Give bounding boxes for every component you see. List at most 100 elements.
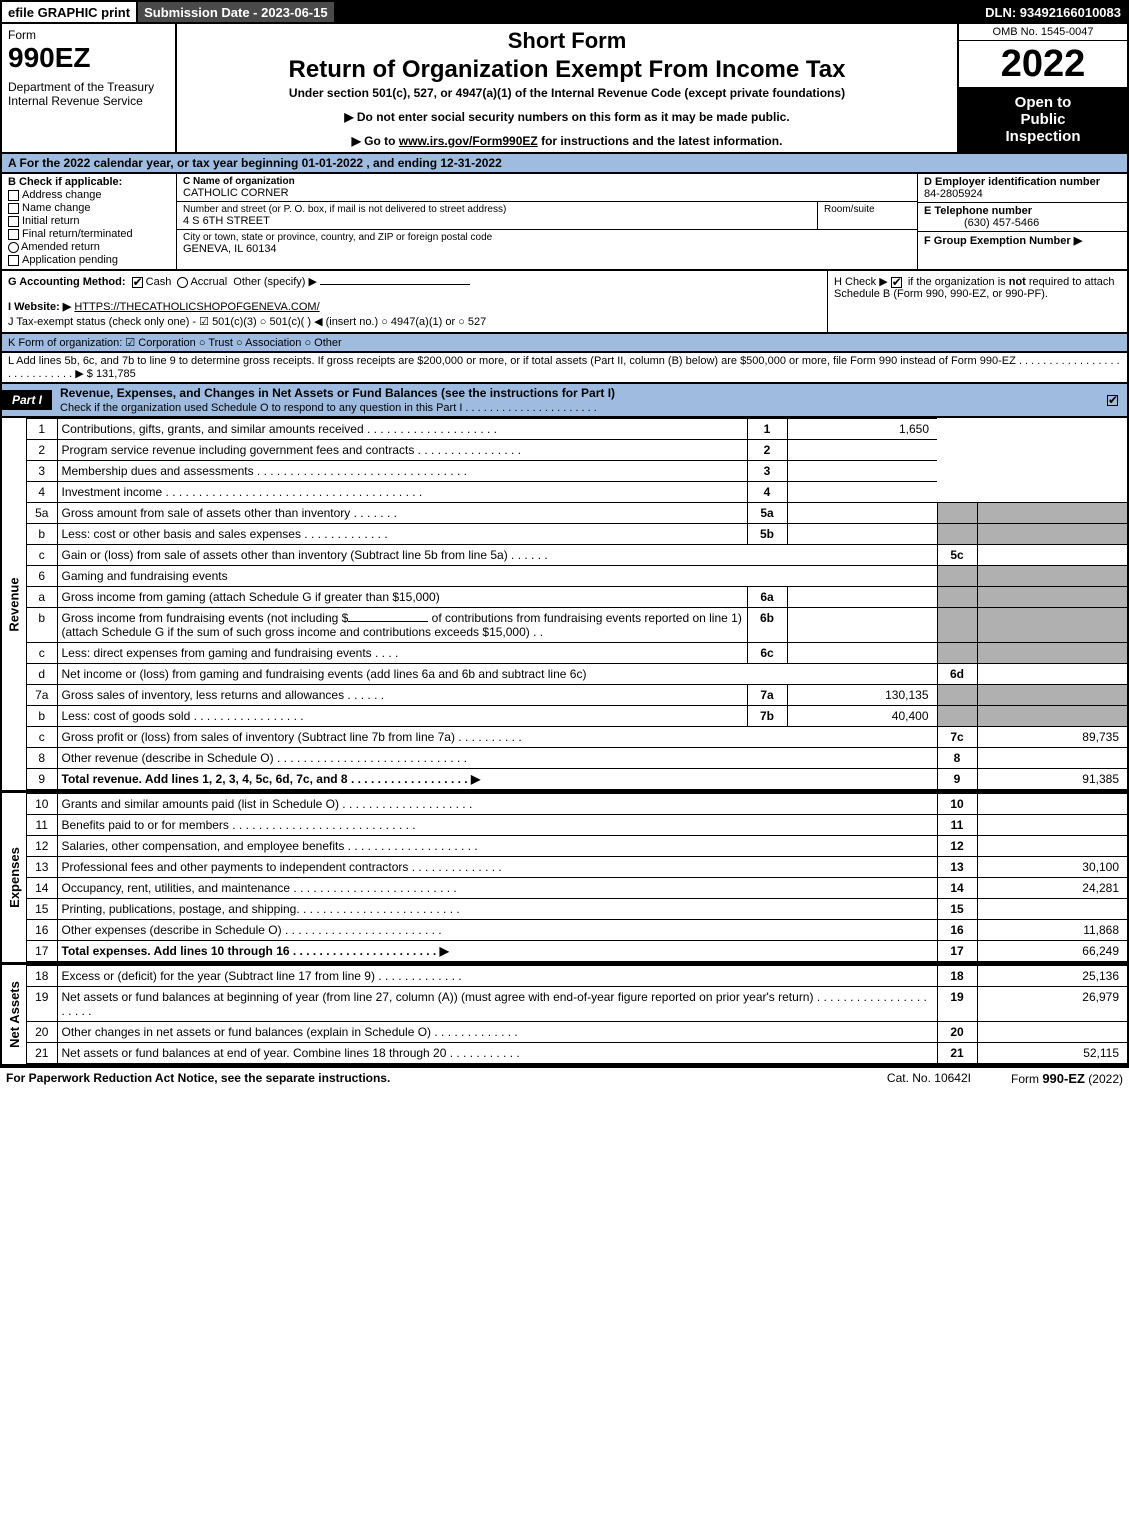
form-title-block: Short Form Return of Organization Exempt… <box>177 24 957 152</box>
website-url[interactable]: HTTPS://THECATHOLICSHOPOFGENEVA.COM/ <box>74 301 319 313</box>
h-text1: H Check ▶ <box>834 276 888 288</box>
irs-link[interactable]: www.irs.gov/Form990EZ <box>399 134 538 148</box>
chk-name-change[interactable]: Name change <box>8 202 170 214</box>
line-3: 3Membership dues and assessments . . . .… <box>27 461 1127 482</box>
line-6d: dNet income or (loss) from gaming and fu… <box>27 664 1127 685</box>
form-label: Form <box>8 28 169 42</box>
street-address: 4 S 6TH STREET <box>183 215 811 227</box>
h-text2: if the organization is <box>908 276 1009 288</box>
line-18: 18Excess or (deficit) for the year (Subt… <box>27 966 1127 987</box>
chk-application-pending-label: Application pending <box>22 254 118 266</box>
open-line2: Public <box>963 111 1123 128</box>
tel-label: E Telephone number <box>924 205 1032 217</box>
line-6b: bGross income from fundraising events (n… <box>27 608 1127 643</box>
line-1: 1Contributions, gifts, grants, and simil… <box>27 419 1127 440</box>
line-8: 8Other revenue (describe in Schedule O) … <box>27 748 1127 769</box>
form-id-block: Form 990EZ Department of the Treasury In… <box>2 24 177 152</box>
dept-treasury: Department of the Treasury <box>8 80 169 94</box>
chk-amended-return[interactable]: Amended return <box>8 241 170 253</box>
line-5b: bLess: cost or other basis and sales exp… <box>27 524 1127 545</box>
chk-final-return-label: Final return/terminated <box>22 228 133 240</box>
line-12: 12Salaries, other compensation, and empl… <box>27 836 1127 857</box>
efile-label[interactable]: efile GRAPHIC print <box>2 2 136 22</box>
city-label: City or town, state or province, country… <box>183 232 911 243</box>
line-6c: cLess: direct expenses from gaming and f… <box>27 643 1127 664</box>
side-revenue: Revenue <box>2 418 27 790</box>
expenses-lines-table: 10Grants and similar amounts paid (list … <box>27 793 1127 962</box>
street-label: Number and street (or P. O. box, if mail… <box>183 204 811 215</box>
col-c-address: C Name of organization CATHOLIC CORNER N… <box>177 174 917 269</box>
short-form-label: Short Form <box>185 28 949 54</box>
ssn-warning: ▶ Do not enter social security numbers o… <box>185 110 949 124</box>
page-footer: For Paperwork Reduction Act Notice, see … <box>0 1066 1129 1089</box>
chk-cash[interactable] <box>132 277 143 288</box>
line-4: 4Investment income . . . . . . . . . . .… <box>27 482 1127 503</box>
instr-post: for instructions and the latest informat… <box>538 134 783 148</box>
instructions-link-line: ▶ Go to www.irs.gov/Form990EZ for instru… <box>185 134 949 148</box>
chk-address-change[interactable]: Address change <box>8 189 170 201</box>
omb-number: OMB No. 1545-0047 <box>959 24 1127 41</box>
row-j-tax-exempt: J Tax-exempt status (check only one) - ☑… <box>8 315 821 328</box>
inspection-badge: Open to Public Inspection <box>959 88 1127 152</box>
schedule-b-check: H Check ▶ if the organization is not req… <box>827 271 1127 332</box>
net-assets-lines-table: 18Excess or (deficit) for the year (Subt… <box>27 965 1127 1064</box>
row-l-amount: 131,785 <box>96 368 136 380</box>
row-a-tax-year: A For the 2022 calendar year, or tax yea… <box>0 154 1129 174</box>
paperwork-notice: For Paperwork Reduction Act Notice, see … <box>6 1071 847 1086</box>
chk-schedule-o[interactable] <box>1107 395 1118 406</box>
org-name: CATHOLIC CORNER <box>183 187 911 199</box>
side-net-assets: Net Assets <box>2 965 27 1064</box>
g-label: G Accounting Method: <box>8 276 126 288</box>
row-k-form-of-org: K Form of organization: ☑ Corporation ○ … <box>0 334 1129 353</box>
form-subtitle: Under section 501(c), 527, or 4947(a)(1)… <box>185 86 949 100</box>
chk-schedule-b[interactable] <box>891 277 902 288</box>
instr-pre: ▶ Go to <box>352 134 399 148</box>
chk-cash-label: Cash <box>146 276 172 288</box>
line-9: 9Total revenue. Add lines 1, 2, 3, 4, 5c… <box>27 769 1127 790</box>
part-1-header: Part I Revenue, Expenses, and Changes in… <box>0 384 1129 418</box>
website-label: I Website: ▶ <box>8 301 71 313</box>
line-10: 10Grants and similar amounts paid (list … <box>27 794 1127 815</box>
form-number-footer: Form 990-EZ (2022) <box>1011 1071 1123 1086</box>
chk-name-change-label: Name change <box>22 202 91 214</box>
city-state-zip: GENEVA, IL 60134 <box>183 243 911 255</box>
catalog-number: Cat. No. 10642I <box>887 1071 971 1086</box>
line-14: 14Occupancy, rent, utilities, and mainte… <box>27 878 1127 899</box>
form-number: 990EZ <box>8 44 169 72</box>
room-label: Room/suite <box>824 204 911 215</box>
col-b-checkboxes: B Check if applicable: Address change Na… <box>2 174 177 269</box>
ein-label: D Employer identification number <box>924 176 1100 188</box>
other-specify-label: Other (specify) ▶ <box>233 276 317 288</box>
line-15: 15Printing, publications, postage, and s… <box>27 899 1127 920</box>
form-header: Form 990EZ Department of the Treasury In… <box>0 24 1129 154</box>
expenses-section: Expenses 10Grants and similar amounts pa… <box>0 793 1129 962</box>
line-5c: cGain or (loss) from sale of assets othe… <box>27 545 1127 566</box>
tax-year: 2022 <box>959 41 1127 88</box>
line-19: 19Net assets or fund balances at beginni… <box>27 987 1127 1022</box>
line-21: 21Net assets or fund balances at end of … <box>27 1043 1127 1064</box>
chk-initial-return[interactable]: Initial return <box>8 215 170 227</box>
submission-date: Submission Date - 2023-06-15 <box>136 2 336 22</box>
line-7b: bLess: cost of goods sold . . . . . . . … <box>27 706 1127 727</box>
revenue-lines-table: 1Contributions, gifts, grants, and simil… <box>27 418 1127 790</box>
group-exemption-label: F Group Exemption Number ▶ <box>924 235 1082 247</box>
row-g-h: G Accounting Method: Cash Accrual Other … <box>0 271 1129 334</box>
chk-final-return[interactable]: Final return/terminated <box>8 228 170 240</box>
ein-value: 84-2805924 <box>924 188 983 200</box>
line-7c: cGross profit or (loss) from sales of in… <box>27 727 1127 748</box>
part-1-title: Revenue, Expenses, and Changes in Net As… <box>52 384 1107 416</box>
line-20: 20Other changes in net assets or fund ba… <box>27 1022 1127 1043</box>
line-16: 16Other expenses (describe in Schedule O… <box>27 920 1127 941</box>
revenue-section: Revenue 1Contributions, gifts, grants, a… <box>0 418 1129 790</box>
line-13: 13Professional fees and other payments t… <box>27 857 1127 878</box>
chk-application-pending[interactable]: Application pending <box>8 254 170 266</box>
line-11: 11Benefits paid to or for members . . . … <box>27 815 1127 836</box>
part-1-sub: Check if the organization used Schedule … <box>60 402 597 414</box>
form-meta-block: OMB No. 1545-0047 2022 Open to Public In… <box>957 24 1127 152</box>
net-assets-section: Net Assets 18Excess or (deficit) for the… <box>0 965 1129 1066</box>
row-l-gross-receipts: L Add lines 5b, 6c, and 7b to line 9 to … <box>0 353 1129 384</box>
line-7a: 7aGross sales of inventory, less returns… <box>27 685 1127 706</box>
org-name-label: C Name of organization <box>183 176 911 187</box>
line-6: 6Gaming and fundraising events <box>27 566 1127 587</box>
chk-accrual[interactable] <box>177 277 188 288</box>
